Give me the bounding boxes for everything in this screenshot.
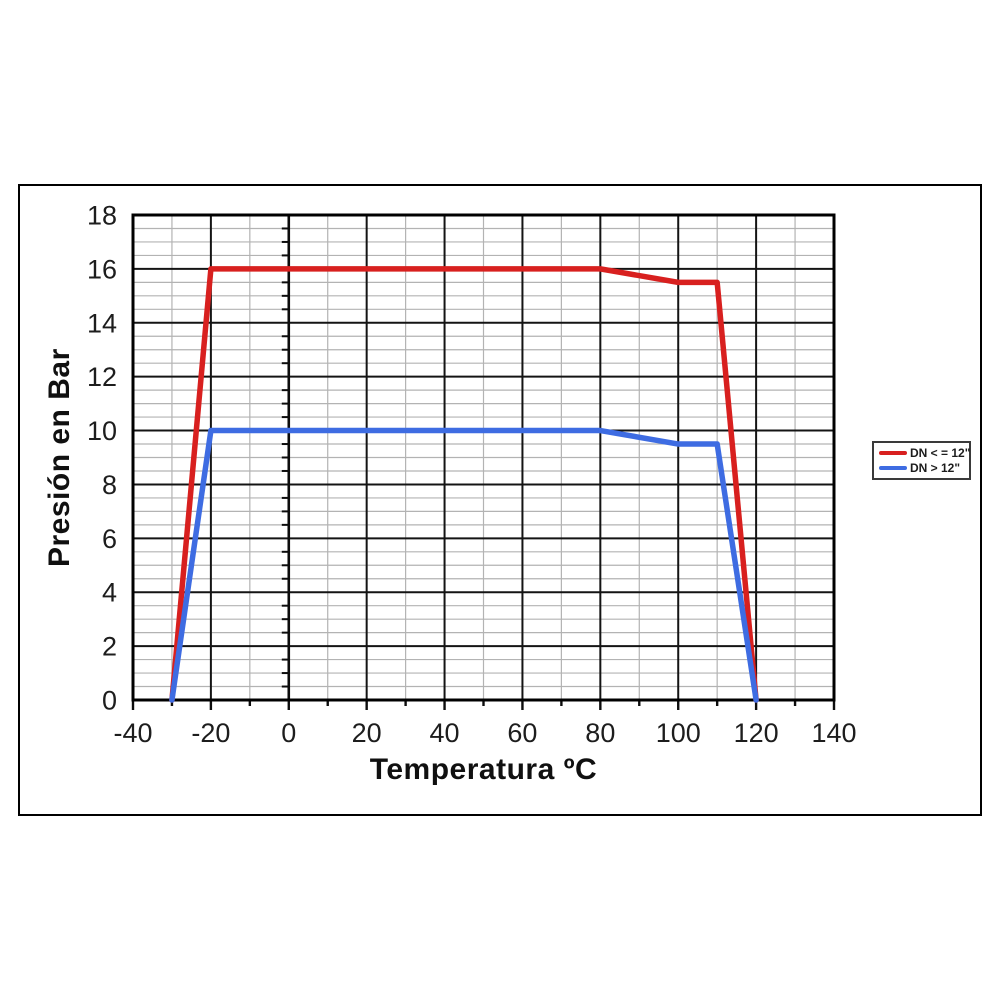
x-tick-label: 60 <box>507 718 537 748</box>
x-tick-label: -20 <box>191 718 230 748</box>
y-tick-label: 12 <box>87 362 117 392</box>
y-tick-label: 10 <box>87 416 117 446</box>
y-tick-label: 14 <box>87 308 117 338</box>
y-tick-label: 0 <box>102 686 117 716</box>
y-axis-title: Presión en Bar <box>43 348 76 567</box>
legend-line-swatch-blue <box>879 466 907 470</box>
y-tick-labels: 0 2 4 6 8 10 12 14 16 18 <box>87 201 117 716</box>
y-tick-label: 18 <box>87 201 117 231</box>
gridlines-minor <box>133 215 834 700</box>
x-axis-title: Temperatura ºC <box>369 753 598 786</box>
legend-label: DN > 12" <box>910 461 961 475</box>
x-tick-label: 120 <box>734 718 779 748</box>
figure-frame <box>18 184 982 816</box>
y-axis-minor-ticks <box>281 227 289 688</box>
legend-item-dn-gt-12: DN > 12" <box>879 462 967 474</box>
x-tick-label: 140 <box>811 718 856 748</box>
x-tick-label: 20 <box>352 718 382 748</box>
x-tick-label: 40 <box>430 718 460 748</box>
x-tick-label: 100 <box>656 718 701 748</box>
series-line-1 <box>169 427 759 703</box>
y-tick-label: 6 <box>102 524 117 554</box>
legend: DN < = 12" DN > 12" <box>872 441 971 480</box>
x-tick-labels: -40 -20 0 20 40 60 80 100 120 140 <box>113 718 856 748</box>
series-line-0 <box>169 266 759 703</box>
y-tick-label: 16 <box>87 254 117 284</box>
x-tick-label: -40 <box>113 718 152 748</box>
x-tick-label: 0 <box>281 718 296 748</box>
y-tick-label: 4 <box>102 578 117 608</box>
legend-label: DN < = 12" <box>910 446 971 460</box>
legend-line-swatch-red <box>879 451 907 455</box>
y-tick-label: 2 <box>102 632 117 662</box>
plot-border <box>131 213 836 702</box>
y-tick-label: 8 <box>102 470 117 500</box>
x-tick-label: 80 <box>585 718 615 748</box>
legend-item-dn-le-12: DN < = 12" <box>879 446 971 460</box>
